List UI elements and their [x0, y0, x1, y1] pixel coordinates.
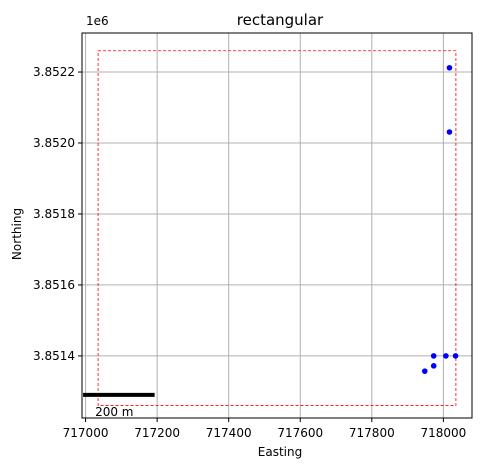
bounding-box — [97, 50, 457, 406]
x-tick-label: 717800 — [349, 426, 395, 440]
data-point — [446, 129, 453, 135]
data-point — [446, 64, 453, 71]
y-axis-label: Northing — [10, 208, 24, 260]
data-point — [430, 353, 437, 359]
data-point — [421, 368, 428, 374]
x-tick-label: 718000 — [420, 426, 466, 440]
x-tick-label: 717200 — [134, 426, 180, 440]
y-tick-label: 3.8514 — [33, 349, 75, 363]
x-axis-label: Easting — [258, 445, 302, 459]
y-tick-label: 3.8516 — [33, 278, 75, 292]
data-point — [443, 353, 449, 359]
scale-bar-label: 200 m — [95, 405, 133, 419]
y-offset-label: 1e6 — [86, 14, 109, 28]
data-points — [421, 64, 459, 374]
data-point — [430, 363, 437, 369]
y-tick-label: 3.8520 — [33, 136, 75, 150]
x-tick-label: 717600 — [277, 426, 323, 440]
y-tick-label: 3.8522 — [33, 65, 75, 79]
grid — [82, 33, 472, 418]
x-tick-label: 717000 — [63, 426, 109, 440]
bounding-box-layer — [97, 50, 457, 406]
x-tick-label: 717400 — [206, 426, 252, 440]
axis-ticks: 717000 717200 717400 717600 717800 718000 3.85… — [33, 65, 466, 440]
plot-frame — [81, 32, 473, 419]
data-point — [452, 353, 459, 359]
y-tick-label: 3.8518 — [33, 207, 75, 221]
chart-title: rectangular — [237, 11, 324, 29]
scale-bar: 200 m — [83, 392, 155, 419]
